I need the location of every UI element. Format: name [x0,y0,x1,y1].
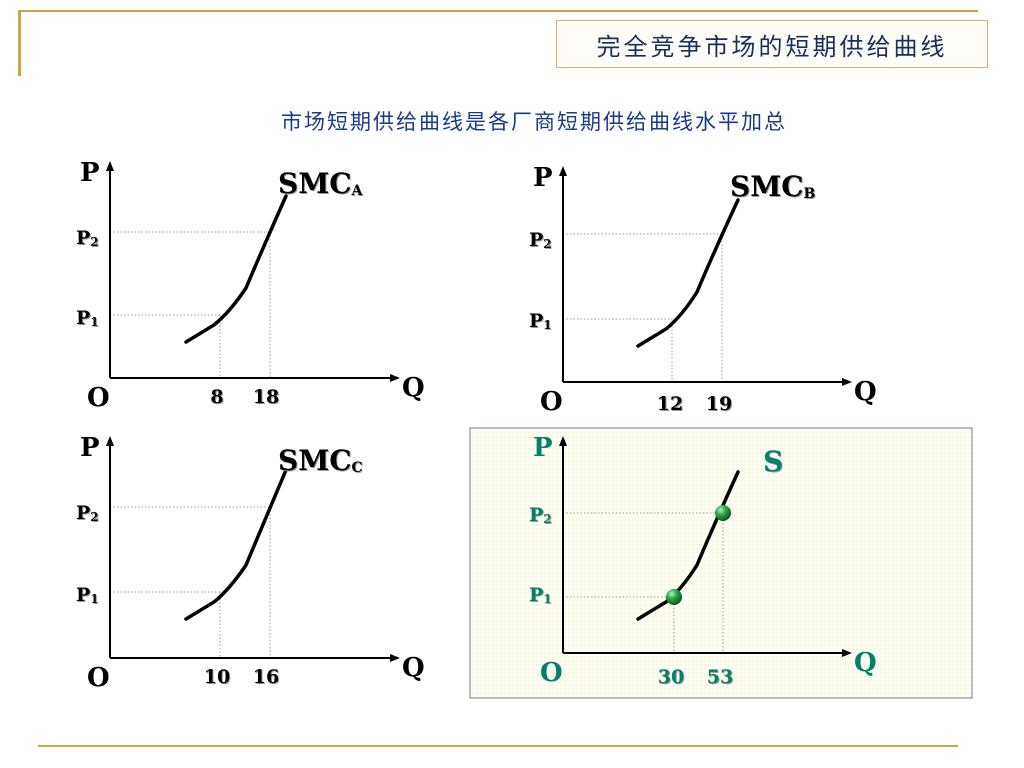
origin-label: O [87,663,110,693]
x-tick-label: 53 [707,666,733,688]
supply-panel-3: P Q O P2 P1 10 16 SMCC [76,433,425,693]
p1-label: P1 [76,584,99,606]
curve-label: S [763,445,783,478]
supply-panel-1: P Q O P2 P1 8 18 SMCA [76,158,425,413]
p2-label: P2 [76,502,99,524]
x-axis-arrow [390,654,400,662]
subtitle: 市场短期供给曲线是各厂商短期供给曲线水平加总 [281,110,787,134]
x-axis-label: Q [854,648,877,678]
supply-curve [184,468,288,621]
x-tick-label: 12 [657,393,683,415]
curve-label: SMCB [730,170,816,203]
x-tick-label: 10 [204,666,230,688]
origin-label: O [87,383,110,413]
curve-label: SMCC [278,444,363,477]
x-tick-label: 8 [210,386,223,408]
y-axis-arrow [106,436,114,446]
y-axis-label: P [533,163,553,193]
p2-label: P2 [529,504,552,526]
y-axis-label: P [80,158,100,188]
y-axis-label: P [533,433,553,463]
decorative-top-line [18,10,978,12]
page-title: 完全竞争市场的短期供给曲线 [596,32,948,61]
supply-curve [184,194,288,344]
x-tick-label: 16 [253,666,279,688]
supply-panel-2: P Q O P2 P1 12 19 SMCB [529,163,877,417]
p1-label: P1 [76,307,99,329]
p2-label: P2 [529,229,552,251]
p1-label: P1 [529,310,552,332]
x-axis-arrow [842,649,852,657]
x-axis-arrow [842,378,852,386]
p2-label: P2 [76,227,99,249]
x-axis-label: Q [402,373,425,403]
decorative-bottom-line [38,745,958,747]
supply-panel-4: P Q O P2 P1 30 53 S [469,427,973,699]
y-axis-arrow [106,161,114,171]
decorative-left-line [18,10,21,76]
curve-label: SMCA [278,167,364,200]
y-axis-label: P [80,433,100,463]
supply-curve [636,198,740,348]
x-axis-label: Q [402,653,425,683]
origin-label: O [540,387,563,417]
x-tick-label: 30 [658,666,684,688]
equilibrium-point-p2 [715,505,731,521]
origin-label: O [540,658,563,688]
title-box: 完全竞争市场的短期供给曲线 [556,20,988,68]
y-axis-arrow [559,436,567,446]
x-tick-label: 19 [706,393,732,415]
equilibrium-point-p1 [666,589,682,605]
x-axis-arrow [390,374,400,382]
x-axis-label: Q [854,377,877,407]
y-axis-arrow [559,166,567,176]
x-tick-label: 18 [253,386,279,408]
p1-label: P1 [529,584,552,606]
